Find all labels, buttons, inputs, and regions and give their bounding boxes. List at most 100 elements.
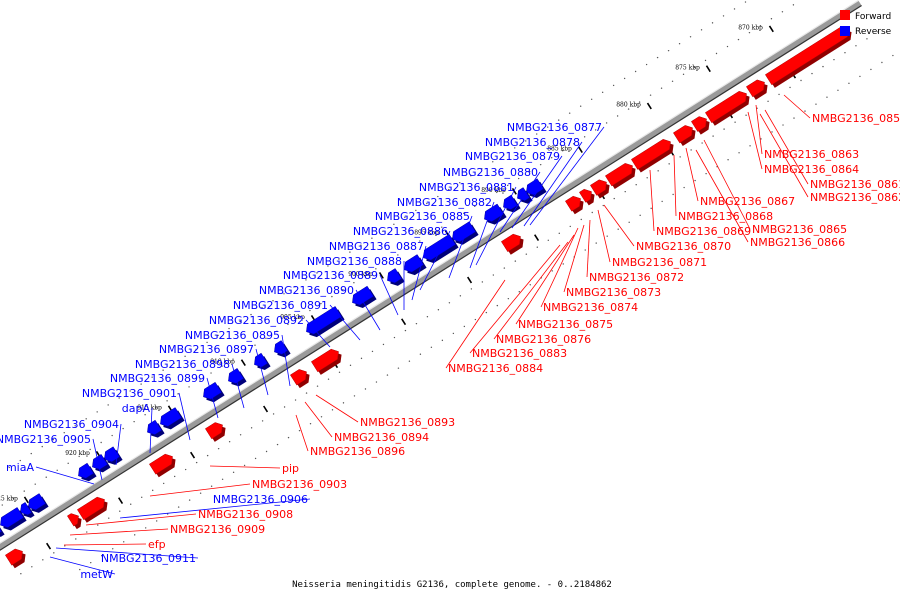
forward-gene-label-leader [703,139,751,230]
spacer-dot [624,190,626,193]
spacer-dot [793,117,795,119]
forward-gene-label: NMBG2136_0894 [334,431,429,444]
spacer-dot [672,193,674,196]
reverse-gene-label: NMBG2136_0879 [465,150,560,163]
spacer-dot [261,306,263,309]
spacer-dot [243,464,246,467]
forward-gene-label: NMBG2136_0909 [170,523,265,536]
reverse-gene-label: NMBG2136_0886 [353,225,448,238]
spacer-dot [144,527,147,529]
reverse-gene-label: NMBG2136_0882 [397,196,492,209]
spacer-dot [162,482,165,485]
reverse-gene-label: NMBG2136_0904 [24,418,119,431]
spacer-dot [393,223,395,226]
scale-tick-label: 890 kbp [481,187,506,194]
spacer-dot [386,261,388,263]
spacer-dot [525,253,528,255]
spacer-dot [107,404,109,406]
spacer-dot [232,471,235,474]
scale-tick-mark [263,405,269,413]
forward-gene-label-leader [597,209,611,263]
spacer-dot [364,388,367,390]
spacer-dot [64,545,66,547]
spacer-dot [353,395,356,397]
spacer-dot [45,476,47,478]
reverse-gene-label-leader [55,547,199,559]
forward-gene-label-leader [85,513,197,526]
spacer-dot [668,163,670,165]
spacer-dot [316,272,318,274]
reverse-gene-label-leader [255,348,269,396]
spacer-dot [568,112,571,114]
spacer-dot [569,225,571,228]
spacer-dot [408,360,411,362]
spacer-dot [415,322,418,325]
spacer-dot [397,367,400,369]
spacer-dots [1,1,894,575]
spacer-dot [671,80,674,82]
reverse-gene-label-leader [411,245,427,301]
spacer-dot [496,304,499,307]
spacer-dot [870,68,872,71]
spacer-dot [634,70,637,73]
reverse-gene-label-leader [511,155,563,229]
spacer-dot [298,316,300,319]
spacer-dot [360,244,362,246]
reverse-gene-label-leader [379,274,399,316]
spacer-dot [711,22,714,24]
scale-tick-mark [190,451,196,459]
spacer-dot [261,420,264,422]
spacer-dot [309,309,311,312]
spacer-dot [12,497,14,499]
spacer-dot [855,45,857,47]
reverse-gene-label: NMBG2136_0890 [259,284,354,297]
reverse-gene-label: NMBG2136_0898 [135,358,230,371]
spacer-dot [298,429,301,432]
reverse-gene-arrow [306,306,342,335]
reverse-gene-arrow [160,407,182,427]
scale-tick-label: 925 kbp [0,496,18,503]
spacer-dot [67,462,69,465]
spacer-dot [712,135,714,137]
spacer-dot [206,454,209,457]
spacer-dot [492,274,495,276]
spacer-dot [184,355,186,358]
forward-gene-arrow [564,195,581,212]
spacer-dot [822,65,824,68]
spacer-dot [130,503,132,505]
spacer-dot [726,45,729,48]
scale-tick-mark [534,234,540,242]
spacer-dot [656,56,659,59]
spacer-dot [815,103,817,105]
forward-gene-label-leader [315,394,359,423]
spacer-dot [206,341,208,344]
forward-gene-label: NMBG2136_0863 [764,148,859,161]
forward-gene-label: NMBG2136_0873 [566,286,661,299]
spacer-dot [232,358,234,360]
spacer-dot [448,188,450,191]
spacer-dot [733,8,736,10]
spacer-dot [404,216,406,219]
spacer-dot [430,346,433,349]
legend-reverse-label: Reverse [855,27,892,37]
spacer-dot [144,414,146,416]
spacer-dot [800,79,802,82]
spacer-dot [243,351,245,353]
spacer-dot [463,325,466,328]
spacer-dot [623,77,626,80]
forward-gene-label-leader [695,149,749,243]
spacer-dot [221,365,223,367]
spacer-dot [239,434,242,436]
reverse-gene-label-leader [448,215,473,279]
spacer-dot [492,161,494,163]
spacer-dot [152,489,154,492]
forward-gene-label: pip [282,462,299,475]
scale-tick-label: 880 kbp [616,102,641,109]
scale-tick-mark [577,146,583,153]
spacer-dot [539,163,542,166]
spacer-dot [100,441,102,444]
spacer-dot [364,275,366,277]
spacer-dot [650,207,652,210]
spacer-dot [700,29,703,31]
spacer-dot [591,211,593,214]
